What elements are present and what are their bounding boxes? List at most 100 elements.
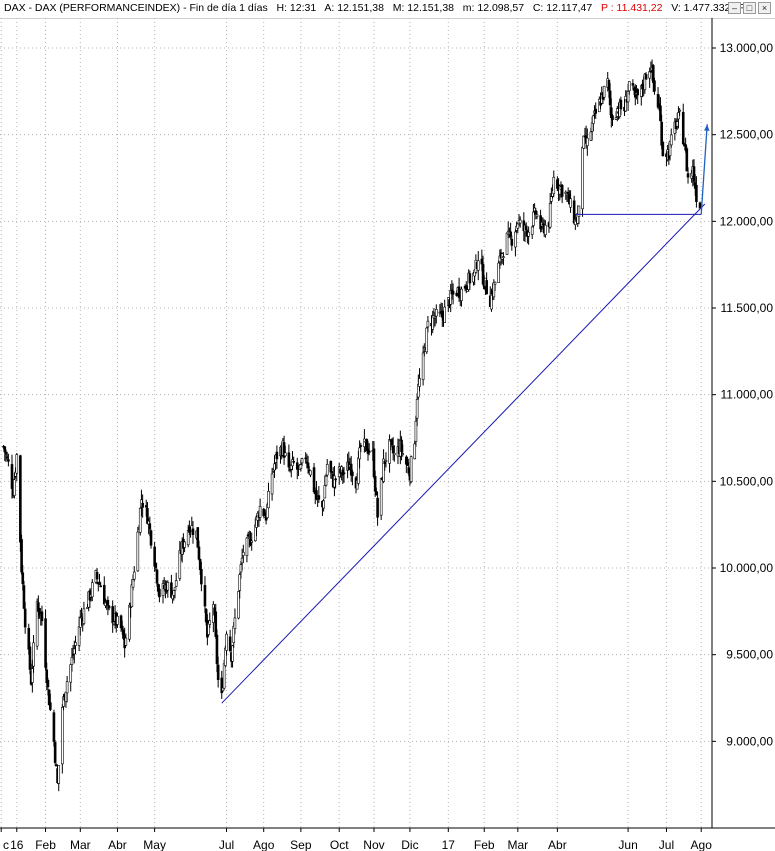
candle xyxy=(627,81,631,95)
candle xyxy=(644,72,648,80)
x-tick-label: Mar xyxy=(70,838,91,851)
candle xyxy=(527,226,530,245)
candle xyxy=(23,601,27,634)
candle xyxy=(22,580,26,610)
candle xyxy=(225,631,228,656)
candle xyxy=(510,235,514,251)
candle xyxy=(267,482,270,509)
candle xyxy=(200,561,203,592)
candle xyxy=(421,345,425,386)
candle xyxy=(681,103,685,145)
candle xyxy=(203,576,207,613)
candle xyxy=(155,568,159,587)
minimize-button[interactable]: – xyxy=(728,2,741,14)
y-tick-label: 12.000,00 xyxy=(720,214,774,228)
candle xyxy=(358,440,361,469)
x-tick-label: Sep xyxy=(290,838,312,851)
candle xyxy=(283,445,287,458)
candle xyxy=(367,443,371,456)
title-ask: A: 12.151,38 xyxy=(324,2,384,14)
x-tick-label: Ago xyxy=(691,838,713,851)
candle xyxy=(485,272,488,295)
y-tick-label: 13.000,00 xyxy=(720,41,774,55)
x-tick-label: 17 xyxy=(442,838,456,851)
x-tick-label: Mar xyxy=(507,838,528,851)
close-button[interactable]: × xyxy=(758,2,771,14)
candle xyxy=(493,281,497,292)
title-volume: V: 1.477.332 xyxy=(671,2,731,14)
target-arrow xyxy=(700,124,708,215)
candle xyxy=(342,466,346,483)
candle xyxy=(502,252,505,266)
candle xyxy=(173,587,177,599)
candle xyxy=(322,498,325,512)
y-axis: 9.000,00 9.500,00 10.000,00 10.500,00 11.000… xyxy=(711,18,774,828)
title-mid: M: 12.151,38 xyxy=(392,2,455,14)
candle xyxy=(99,581,102,588)
candle xyxy=(49,693,52,712)
x-tick-label: 16 xyxy=(10,838,24,851)
candle xyxy=(592,114,595,132)
candle xyxy=(425,326,429,354)
candle xyxy=(468,270,472,290)
candle xyxy=(686,167,690,184)
candle xyxy=(44,609,47,671)
y-tick-label: 9.500,00 xyxy=(726,648,773,662)
candle xyxy=(309,470,312,478)
candle xyxy=(685,146,689,172)
candle xyxy=(70,647,74,672)
candle xyxy=(141,494,144,518)
candle xyxy=(594,102,598,119)
price-chart[interactable]: 9.000,00 9.500,00 10.000,00 10.500,00 11.000… xyxy=(0,18,775,851)
candle xyxy=(250,532,254,551)
candle xyxy=(20,534,23,575)
candle xyxy=(292,456,295,464)
title-text: DAX - DAX (PERFORMANCEINDEX) - Fin de dí… xyxy=(4,2,746,14)
candle xyxy=(351,469,354,486)
candle xyxy=(577,205,581,225)
candle xyxy=(324,473,328,487)
candle xyxy=(443,299,447,323)
candle xyxy=(191,521,195,544)
candle xyxy=(132,566,136,582)
candle xyxy=(451,283,455,305)
candle xyxy=(317,486,321,503)
candle xyxy=(174,572,178,588)
y-tick-label: 11.500,00 xyxy=(721,301,774,315)
x-tick-label: Jul xyxy=(659,838,674,851)
candle xyxy=(407,458,411,477)
candle xyxy=(619,96,623,116)
candle xyxy=(138,507,142,536)
candle xyxy=(659,97,662,122)
maximize-button[interactable]: □ xyxy=(743,2,756,14)
candle xyxy=(116,612,119,628)
y-tick-label: 12.500,00 xyxy=(720,128,774,142)
y-tick-label: 10.500,00 xyxy=(720,474,774,488)
x-axis: c 16 Feb Mar Abr May Jul Ago Sep Oct Nov Dic 17 Feb Ma… xyxy=(0,827,775,851)
candle xyxy=(208,612,212,629)
candle xyxy=(560,183,564,204)
candle xyxy=(233,608,237,635)
window-buttons: – □ × xyxy=(728,2,771,14)
candle xyxy=(476,251,480,281)
candle xyxy=(149,529,153,549)
x-tick-label: Abr xyxy=(548,838,567,851)
candle xyxy=(231,644,234,668)
candle xyxy=(569,190,572,213)
candle xyxy=(90,579,94,602)
x-tick-label: Jun xyxy=(618,838,637,851)
title-p: P : 11.431,22 xyxy=(600,2,663,14)
x-tick-label: Ago xyxy=(253,838,275,851)
candle xyxy=(678,108,681,116)
candle xyxy=(111,600,114,633)
title-high: H: 12:31 xyxy=(276,2,317,14)
candle xyxy=(52,709,56,747)
candle xyxy=(669,128,673,148)
candle xyxy=(325,458,329,477)
trendline xyxy=(221,203,706,704)
candle xyxy=(334,477,337,489)
candle xyxy=(95,568,99,585)
candle xyxy=(287,444,291,472)
x-tick-label: Dic xyxy=(401,838,418,851)
candle xyxy=(581,146,584,217)
